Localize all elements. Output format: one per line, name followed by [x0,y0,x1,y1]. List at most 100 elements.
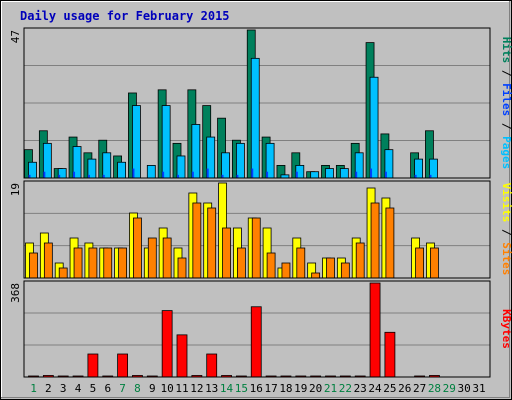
pages-bar [206,168,209,178]
pages-bar [191,171,194,178]
day-label: 5 [90,382,97,395]
legend-part: Pages [500,136,512,169]
kbytes-bar [176,334,188,378]
pages-bar [266,171,269,178]
sites-bar [162,237,172,279]
pages-bar [295,171,298,178]
day-label: 20 [309,382,322,395]
day-label: 13 [205,382,218,395]
sites-bar [311,272,321,279]
sites-bar [73,247,83,279]
pages-bar [384,171,387,178]
pages-bar [221,174,224,178]
day-label: 10 [161,382,174,395]
day-label: 11 [175,382,188,395]
sites-bar [355,242,365,279]
files-bar [117,161,126,179]
sites-bar [296,247,306,279]
day-label: 24 [368,382,382,395]
sites-bar [177,257,187,279]
pages-bar [251,168,254,178]
pages-bar [429,174,432,178]
pages-bar [58,174,61,178]
sites-bar [222,227,231,279]
kbytes-bar [117,353,128,378]
kbytes-bar [369,282,381,378]
legend-part: / [500,116,512,136]
files-bar [191,124,201,179]
pages-bar [102,174,105,178]
day-label: 3 [60,382,67,395]
sites-bar [430,247,439,279]
kbytes-bar [206,353,218,378]
pages-bar [43,171,46,178]
panel-legend: Visits / Sites [500,183,512,276]
files-bar [132,105,141,179]
sites-bar [415,247,425,279]
day-label: 2 [45,382,52,395]
day-label: 30 [458,382,471,395]
day-label: 12 [190,382,203,395]
panel-hits-files-pages: 47 Hits / Files / Pages [9,27,512,179]
files-bar [176,155,186,179]
day-label: 17 [264,382,277,395]
pages-bar [162,171,165,178]
pages-bar [87,174,90,178]
panel-legend: KBytes [500,309,512,349]
sites-bar [29,252,38,279]
day-label: 15 [235,382,248,395]
day-label: 22 [339,382,352,395]
panel-visits-sites: 19 Visits / Sites [9,180,512,279]
series-files [28,57,438,179]
pages-bar [370,168,373,178]
kbytes-bar [87,353,99,378]
day-label: 31 [472,382,485,395]
legend-part: / [500,63,512,83]
sites-bar [370,202,380,279]
pages-bar [236,174,239,178]
legend-part: Visits [500,183,512,223]
sites-bar [58,267,68,279]
files-bar [325,168,334,179]
pages-bar [414,174,417,178]
day-labels: 1 2 3 4 5 6 7 8 9 10 11 12 13 14 15 16 17 18 19 20 21 22 23 24 2… [30,382,485,395]
day-label: 4 [75,382,82,395]
day-label: 14 [220,382,234,395]
sites-bar [326,257,335,279]
legend-part: Sites [500,242,512,275]
series-pages [28,168,432,178]
legend-part: Hits [500,37,512,64]
files-bar [369,76,379,179]
day-label: 9 [149,382,156,395]
day-label: 26 [398,382,411,395]
scale-max-label: 47 [9,30,22,43]
files-bar [102,152,112,179]
pages-bar [73,171,76,178]
pages-bar [355,171,358,178]
sites-bar [147,237,157,279]
day-label: 16 [250,382,263,395]
chart-title: Daily usage for February 2015 [20,9,230,23]
legend-part: Files [500,83,512,116]
day-label: 7 [119,382,126,395]
panel-legend: Hits / Files / Pages [500,37,512,170]
kbytes-bar [384,331,396,378]
day-label: 8 [134,382,141,395]
sites-bar [192,202,202,279]
day-label: 21 [324,382,337,395]
scale-max-label: 368 [9,283,22,303]
day-label: 19 [294,382,307,395]
day-label: 18 [279,382,292,395]
day-label: 1 [30,382,37,395]
day-label: 29 [443,382,456,395]
legend-part: / [500,222,512,242]
sites-bar [133,217,142,279]
sites-bar [43,242,53,279]
sites-bar [251,217,261,279]
day-label: 28 [428,382,441,395]
legend-part: KBytes [500,309,512,349]
sites-bar [385,207,395,279]
day-label: 27 [413,382,426,395]
day-label: 25 [383,382,396,395]
files-bar [235,142,245,179]
